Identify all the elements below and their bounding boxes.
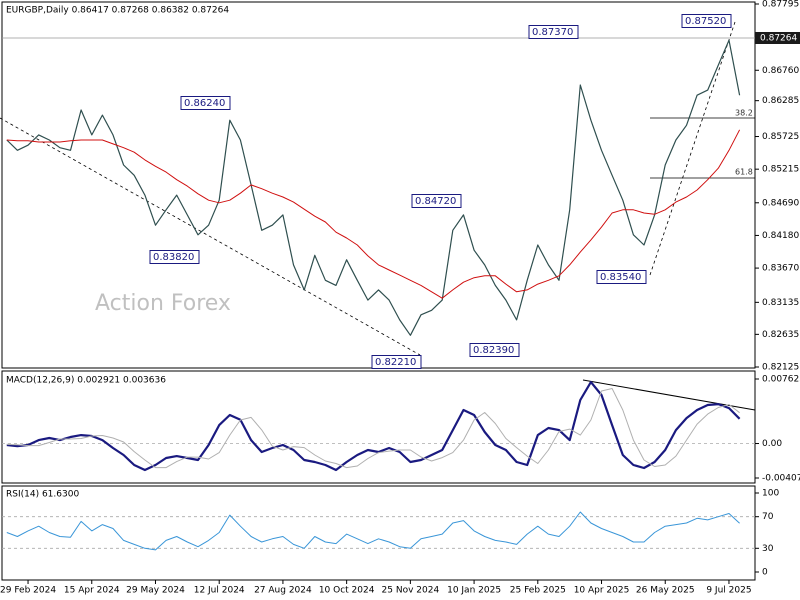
annotation: 0.82390 — [473, 345, 514, 356]
series-line — [6, 381, 741, 472]
y-tick-label: 100 — [762, 489, 779, 499]
y-tick-label: 30 — [762, 544, 774, 554]
watermark: Action Forex — [95, 291, 231, 316]
x-tick-label: 29 Feb 2024 — [0, 586, 56, 596]
y-tick-label: 0.86760 — [762, 66, 799, 76]
fib-label: 38.2 — [735, 109, 753, 118]
y-tick-label: 0.82125 — [762, 363, 799, 373]
annotation-box — [528, 25, 579, 39]
x-tick-label: 29 May 2024 — [126, 586, 185, 596]
y-tick-label: 0.84690 — [762, 198, 799, 208]
annotation: 0.83540 — [600, 272, 641, 283]
x-tick-label: 12 Jul 2024 — [194, 586, 245, 596]
y-tick-label: 0.84180 — [762, 231, 799, 241]
y-tick-label: 0.83135 — [762, 298, 799, 308]
x-tick-label: 10 Jan 2025 — [447, 586, 501, 596]
x-tick-label: 10 Oct 2024 — [319, 586, 375, 596]
annotation-box — [411, 194, 462, 208]
last-price-label: 0.87264 — [760, 33, 797, 43]
macd-panel — [1, 370, 756, 484]
y-tick-label: 70 — [762, 512, 774, 522]
y-tick-label: 0 — [762, 568, 768, 578]
annotation: 0.82210 — [375, 357, 416, 368]
macd-title: MACD(12,26,9) 0.002921 0.003636 — [6, 376, 166, 386]
y-tick-label: 0.85725 — [762, 132, 799, 142]
fib-label: 61.8 — [735, 168, 753, 177]
x-tick-label: 10 Apr 2025 — [574, 586, 630, 596]
y-tick-label: -0.004073 — [762, 474, 800, 484]
series-line — [6, 129, 741, 299]
annotation: 0.84720 — [415, 196, 456, 207]
series-line — [6, 511, 740, 551]
annotation-box — [596, 270, 647, 284]
trend-line — [649, 21, 736, 276]
annotation: 0.83820 — [153, 252, 194, 263]
price-title: EURGBP,Daily 0.86417 0.87268 0.86382 0.8… — [6, 6, 229, 16]
y-tick-label: 0.87795 — [762, 0, 799, 10]
annotation-box — [681, 14, 732, 28]
x-tick-label: 26 May 2025 — [636, 586, 695, 596]
y-tick-label: 0.82635 — [762, 330, 799, 340]
last-price-box — [755, 31, 800, 44]
annotation-box — [371, 355, 422, 369]
x-tick-label: 25 Feb 2025 — [510, 586, 566, 596]
y-tick-label: 0.85215 — [762, 165, 799, 175]
y-tick-label: 0.86285 — [762, 96, 799, 106]
annotation-box — [469, 343, 520, 357]
price-panel — [1, 1, 756, 369]
annotation: 0.87520 — [685, 16, 726, 27]
y-tick-label: 0.007623 — [762, 375, 800, 385]
x-tick-label: 15 Apr 2024 — [64, 586, 120, 596]
series-line — [6, 388, 740, 469]
rsi-panel — [1, 485, 756, 581]
x-tick-label: 25 Nov 2024 — [382, 586, 440, 596]
series-line — [6, 39, 741, 336]
annotation: 0.87370 — [532, 27, 573, 38]
y-tick-label: 0.00 — [762, 439, 782, 449]
annotation-box — [180, 96, 231, 110]
annotation-box — [149, 250, 200, 264]
trend-line — [0, 117, 421, 356]
y-tick-label: 0.83670 — [762, 264, 799, 274]
x-tick-label: 27 Aug 2024 — [254, 586, 312, 596]
x-tick-label: 9 Jul 2025 — [706, 586, 751, 596]
rsi-title: RSI(14) 61.6300 — [6, 490, 79, 500]
annotation: 0.86240 — [184, 98, 225, 109]
